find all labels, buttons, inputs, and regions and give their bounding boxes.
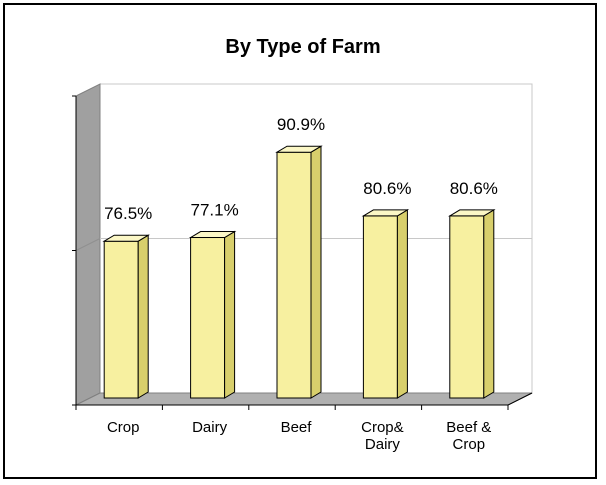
data-label: 77.1% [190, 201, 238, 220]
bar-side [310, 145, 322, 399]
category-label: Beef & [446, 419, 491, 436]
bar [188, 230, 237, 399]
bar-side [483, 209, 495, 399]
data-label: 80.6% [363, 179, 411, 198]
bar-side [224, 230, 236, 399]
category-label: Crop [453, 436, 486, 453]
bar-top [447, 209, 496, 217]
bar-top [102, 234, 151, 242]
bar-top [188, 231, 237, 239]
data-label: 80.6% [450, 179, 498, 198]
bar-front [362, 215, 398, 399]
bar-side [137, 234, 149, 399]
category-label: Dairy [365, 436, 401, 453]
category-label: Crop& [361, 419, 404, 436]
bar-side [396, 209, 408, 399]
bar [447, 209, 496, 399]
bar-top [275, 145, 323, 153]
bar-front [276, 151, 312, 399]
x-axis-depth-line [507, 392, 533, 406]
bar-front [103, 240, 139, 399]
bar-front [190, 237, 226, 399]
bar [275, 145, 323, 399]
category-label: Dairy [192, 419, 228, 436]
chart-title: By Type of Farm [225, 36, 381, 58]
bar-top [361, 209, 410, 217]
category-label: Crop [107, 419, 140, 436]
data-label: 90.9% [277, 115, 325, 134]
bar [361, 209, 410, 399]
data-label: 76.5% [104, 204, 152, 223]
bar-front [449, 215, 485, 399]
category-label: Beef [281, 419, 313, 436]
bar [102, 234, 151, 399]
gridline-side [75, 238, 101, 251]
